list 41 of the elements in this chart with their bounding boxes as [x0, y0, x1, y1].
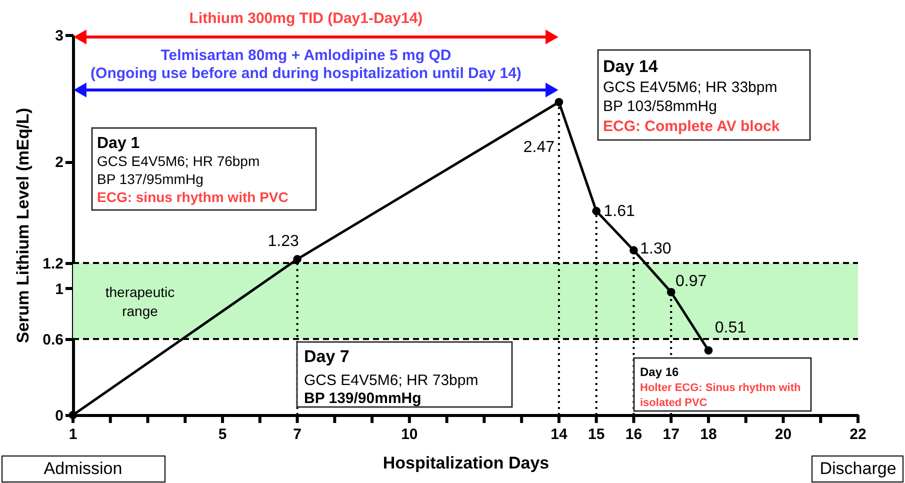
point [630, 246, 638, 255]
data-label: 1.23 [268, 233, 299, 250]
data-label: 2.47 [523, 139, 555, 156]
point [293, 255, 302, 264]
annotation: Day 16 Holter ECG: Sinus rhythm with isolated PVC [640, 365, 802, 409]
annotation: Day 1 GCS E4V5M6; HR 76bpm BP 137/95mmHg ECG: sinus rhythm with PVC [97, 135, 288, 205]
y-tick-label: 2 [55, 154, 64, 172]
x-axis-title: Hospitalization Days [382, 454, 550, 472]
y-tick-label: 0.6 [42, 332, 64, 348]
text: Admission [44, 459, 122, 478]
y-tick-label: 3 [55, 28, 64, 44]
x-tick-label: 18 [700, 426, 717, 443]
x-tick-label: 22 [850, 426, 866, 443]
x-tick-label: 20 [774, 426, 792, 443]
x-tick-label: 16 [625, 426, 642, 443]
x-tick-label: 15 [588, 426, 605, 443]
point [68, 410, 78, 420]
x-tick-label: 1 [68, 426, 78, 443]
x-tick-label: 10 [401, 426, 418, 443]
y-tick-label: 0 [55, 408, 64, 424]
data-label: 0.97 [676, 273, 707, 290]
y-tick-label: 1.2 [42, 256, 64, 272]
text: Discharge [820, 459, 896, 478]
data-label: 1.30 [640, 240, 672, 258]
data-label: 1.61 [604, 203, 636, 220]
data-label: 0.51 [714, 319, 746, 336]
text: Lithium 300mg TID (Day1-Day14) [189, 10, 423, 27]
x-tick-label: 14 [550, 426, 568, 443]
point [666, 288, 676, 296]
x-tick-label: 7 [293, 426, 302, 443]
band-label: therapeutic range [105, 284, 175, 319]
point [704, 346, 713, 355]
annotation: Day 7 GCS E4V5M6; HR 73bpm BP 139/90mmHg [304, 347, 478, 407]
y-tick-label: 1 [55, 280, 64, 298]
point [554, 98, 564, 106]
annotation: Day 14 GCS E4V5M6; HR 33bpm BP 103/58mmHg ECG: Complete AV block [603, 57, 780, 135]
x-tick-label: 17 [662, 426, 680, 443]
annotation: Telmisartan 80mg + Amlodipine 5 mg QD (Ongoing use before and during hospitalization until Day 14) [90, 47, 522, 82]
x-tick-label: 5 [218, 426, 227, 443]
y-axis-title: Serum Lithium Level (mEq/L) [14, 108, 33, 344]
point [592, 206, 601, 216]
